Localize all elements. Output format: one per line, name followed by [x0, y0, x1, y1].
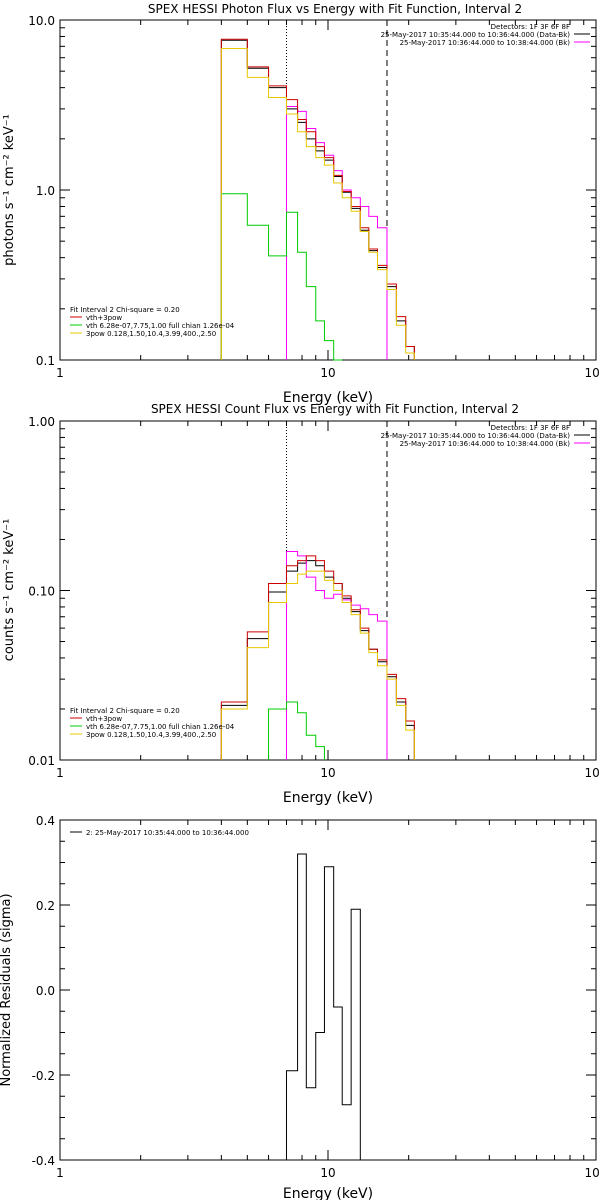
residual-xlabel: Energy (keV) — [283, 1186, 373, 1200]
photon-panel: SPEX HESSI Photon Flux vs Energy with Fi… — [2, 2, 600, 406]
count-series-bk — [285, 550, 388, 760]
photon-x-tick-label: 100 — [585, 366, 600, 380]
photon-series-3pow — [220, 47, 415, 360]
resid-y-tick-label: 0.4 — [36, 814, 55, 828]
count-ylabel: counts s⁻¹ cm⁻² keV⁻¹ — [2, 519, 17, 662]
photon-y-tick-label: 1.0 — [36, 184, 55, 198]
count-series-vth-3pow — [220, 555, 415, 760]
count-header-line: Detectors: 1F 3F 6F 8F — [491, 424, 570, 432]
count-y-tick-label: 1.00 — [28, 415, 55, 429]
count-title: SPEX HESSI Count Flux vs Energy with Fit… — [151, 402, 519, 416]
resid-axes-frame — [59, 819, 597, 1161]
photon-legend-entry: vth+3pow — [86, 314, 122, 322]
resid-y-tick-label: -0.4 — [32, 1154, 55, 1168]
photon-legend-entry: Fit Interval 2 Chi-square = 0.20 — [70, 306, 180, 314]
photon-series-bk — [285, 105, 388, 360]
count-series-3pow — [220, 570, 415, 760]
count-legend-entry: vth+3pow — [86, 715, 122, 723]
photon-y-tick-label: 0.1 — [36, 354, 55, 368]
photon-title: SPEX HESSI Photon Flux vs Energy with Fi… — [148, 2, 522, 16]
photon-series-data-bk — [220, 39, 415, 360]
resid-x-tick-label: 100 — [585, 1166, 600, 1180]
count-y-tick-label: 0.10 — [28, 585, 55, 599]
photon-header-line: 25-May-2017 10:36:44.000 to 10:38:44.000… — [400, 39, 571, 47]
count-x-tick-label: 100 — [585, 766, 600, 780]
photon-header-line: Detectors: 1F 3F 6F 8F — [491, 23, 570, 31]
count-series-vth — [268, 701, 325, 760]
photon-y-tick-label: 10.0 — [28, 14, 55, 28]
count-x-tick-label: 1 — [56, 766, 64, 780]
photon-x-tick-label: 10 — [320, 366, 335, 380]
count-panel: SPEX HESSI Count Flux vs Energy with Fit… — [2, 402, 600, 806]
count-plot: 1 10 100 0.01 0.10 1.00 Detectors: 1F 3F 6F 8F… — [28, 415, 600, 780]
resid-y-tick-label: -0.2 — [32, 1069, 55, 1083]
residual-ylabel: Normalized Residuals (sigma) — [0, 893, 14, 1086]
count-xlabel: Energy (keV) — [283, 790, 373, 806]
resid-series-2-25-may-2017-10-35-44-000-to-10-36-44-000 — [285, 853, 361, 1160]
photon-x-tick-label: 1 — [56, 366, 64, 380]
photon-header-line: 25-May-2017 10:35:44.000 to 10:36:44.000… — [381, 31, 571, 39]
photon-xlabel: Energy (keV) — [283, 390, 373, 406]
count-header-line: 25-May-2017 10:36:44.000 to 10:38:44.000… — [400, 440, 571, 448]
count-legend-entry: vth 6.28e-07,7.75,1.00 full chian 1.26e-… — [86, 723, 235, 731]
count-legend-entry: Fit Interval 2 Chi-square = 0.20 — [70, 707, 180, 715]
photon-legend-entry: vth 6.28e-07,7.75,1.00 full chian 1.26e-… — [86, 322, 235, 330]
resid-y-tick-label: 0.2 — [36, 899, 55, 913]
photon-series-vth — [220, 193, 343, 361]
residual-plot: 1 10 100 -0.4 -0.2 0.0 0.2 0.4 2: 25-May-2017 10… — [32, 814, 600, 1180]
resid-x-tick-label: 10 — [320, 1166, 335, 1180]
count-y-tick-label: 0.01 — [28, 754, 55, 768]
residual-panel: Energy (keV) Normalized Residuals (sigma… — [0, 814, 600, 1200]
resid-legend-entry: 2: 25-May-2017 10:35:44.000 to 10:36:44.… — [86, 829, 249, 837]
count-header-line: 25-May-2017 10:35:44.000 to 10:36:44.000… — [381, 432, 571, 440]
count-legend-entry: 3pow 0.128,1.50,10.4,3.99,400.,2.50 — [86, 731, 216, 739]
resid-x-tick-label: 1 — [56, 1166, 64, 1180]
photon-legend-entry: 3pow 0.128,1.50,10.4,3.99,400.,2.50 — [86, 330, 216, 338]
photon-ylabel: photons s⁻¹ cm⁻² keV⁻¹ — [2, 114, 17, 266]
photon-series-vth-3pow — [220, 38, 415, 360]
count-x-tick-label: 10 — [320, 766, 335, 780]
resid-y-tick-label: 0.0 — [36, 984, 55, 998]
